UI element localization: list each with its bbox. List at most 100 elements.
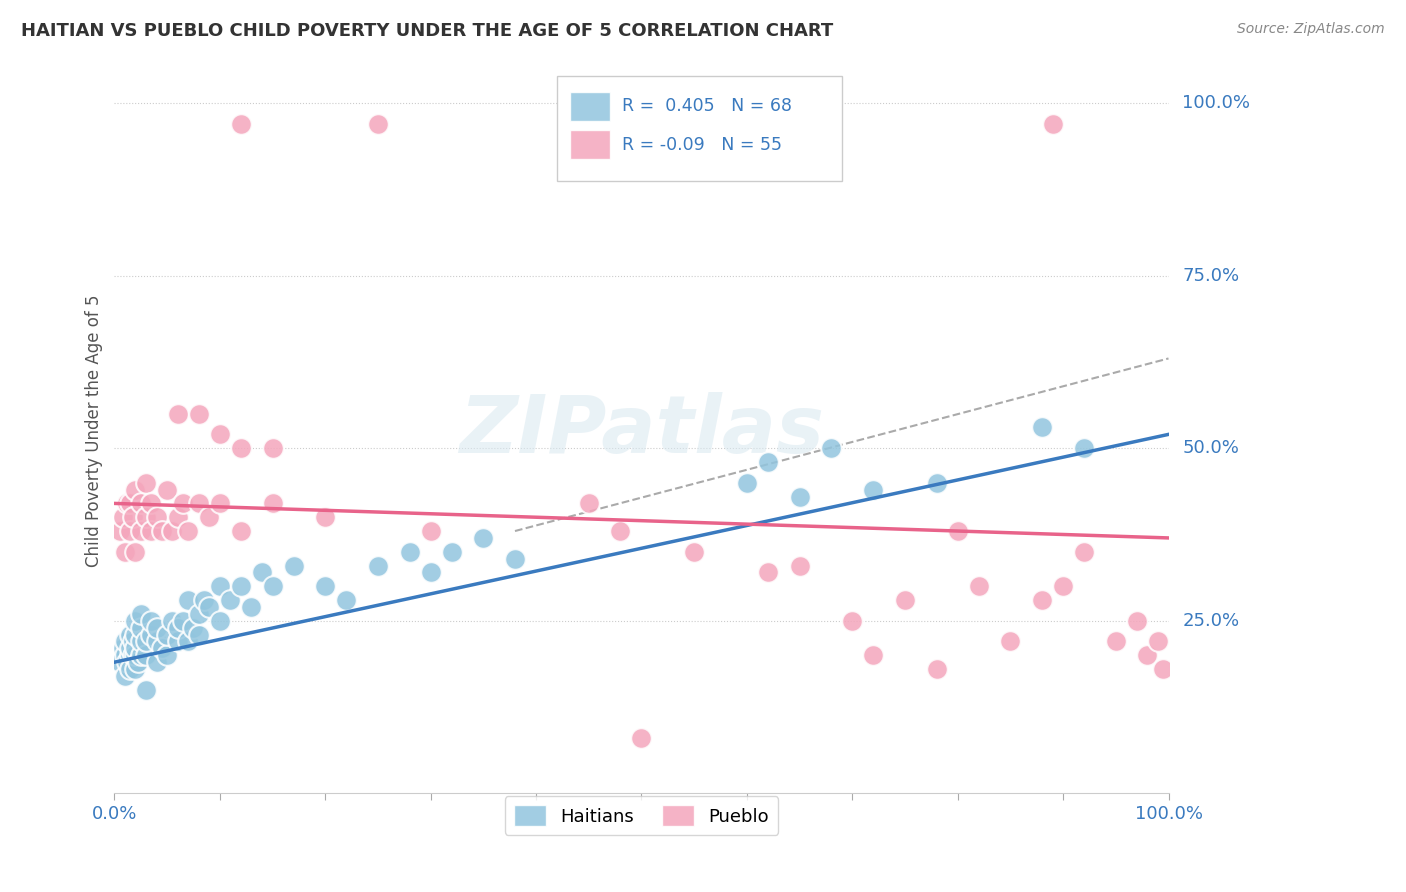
- Point: [120, 627, 142, 641]
- Point: [1152, 662, 1174, 676]
- Point: [183, 621, 205, 635]
- Point: [120, 524, 142, 538]
- Point: [120, 662, 142, 676]
- Point: [124, 483, 146, 497]
- Point: [120, 496, 142, 510]
- FancyBboxPatch shape: [569, 130, 610, 159]
- Text: 50.0%: 50.0%: [1182, 439, 1239, 458]
- Point: [208, 496, 231, 510]
- Point: [124, 545, 146, 559]
- Point: [150, 524, 173, 538]
- Point: [111, 641, 134, 656]
- Point: [1031, 420, 1053, 434]
- Point: [229, 579, 252, 593]
- Point: [262, 496, 284, 510]
- Point: [177, 634, 200, 648]
- Point: [229, 524, 252, 538]
- Point: [1042, 117, 1064, 131]
- Point: [124, 662, 146, 676]
- Point: [472, 531, 495, 545]
- Point: [129, 634, 152, 648]
- Text: R =  0.405   N = 68: R = 0.405 N = 68: [623, 97, 793, 115]
- Point: [162, 524, 184, 538]
- Point: [789, 490, 811, 504]
- Point: [925, 475, 948, 490]
- Point: [166, 510, 188, 524]
- Point: [135, 475, 157, 490]
- Point: [198, 510, 221, 524]
- Point: [262, 579, 284, 593]
- Point: [1147, 634, 1170, 648]
- Text: R = -0.09   N = 55: R = -0.09 N = 55: [623, 136, 783, 153]
- Point: [145, 510, 167, 524]
- Text: 75.0%: 75.0%: [1182, 267, 1240, 285]
- Point: [129, 621, 152, 635]
- Point: [129, 607, 152, 621]
- Point: [177, 524, 200, 538]
- Point: [219, 593, 242, 607]
- Point: [135, 510, 157, 524]
- Point: [862, 483, 884, 497]
- Point: [198, 599, 221, 614]
- Point: [735, 475, 758, 490]
- Point: [240, 599, 263, 614]
- Point: [1052, 579, 1074, 593]
- Point: [367, 117, 389, 131]
- Point: [108, 655, 131, 669]
- FancyBboxPatch shape: [557, 76, 842, 181]
- Point: [229, 441, 252, 455]
- Point: [187, 607, 209, 621]
- Point: [150, 641, 173, 656]
- Point: [172, 496, 194, 510]
- Point: [314, 510, 336, 524]
- Point: [609, 524, 631, 538]
- Point: [1073, 545, 1095, 559]
- Text: Source: ZipAtlas.com: Source: ZipAtlas.com: [1237, 22, 1385, 37]
- Point: [166, 621, 188, 635]
- Point: [108, 524, 131, 538]
- Point: [162, 614, 184, 628]
- Point: [129, 524, 152, 538]
- Point: [145, 655, 167, 669]
- Point: [135, 682, 157, 697]
- Point: [124, 648, 146, 663]
- Point: [124, 641, 146, 656]
- Point: [141, 627, 163, 641]
- Text: 25.0%: 25.0%: [1182, 612, 1240, 630]
- Point: [193, 593, 215, 607]
- Point: [122, 634, 145, 648]
- Point: [1105, 634, 1128, 648]
- Point: [124, 627, 146, 641]
- Point: [141, 524, 163, 538]
- Point: [124, 614, 146, 628]
- Point: [135, 634, 157, 648]
- FancyBboxPatch shape: [569, 92, 610, 120]
- Point: [630, 731, 652, 745]
- Point: [250, 566, 273, 580]
- Point: [111, 510, 134, 524]
- Point: [1000, 634, 1022, 648]
- Legend: Haitians, Pueblo: Haitians, Pueblo: [505, 797, 778, 835]
- Point: [599, 117, 621, 131]
- Point: [156, 648, 179, 663]
- Point: [141, 496, 163, 510]
- Point: [172, 614, 194, 628]
- Point: [683, 545, 706, 559]
- Point: [283, 558, 305, 573]
- Point: [129, 648, 152, 663]
- Point: [862, 648, 884, 663]
- Point: [820, 441, 842, 455]
- Y-axis label: Child Poverty Under the Age of 5: Child Poverty Under the Age of 5: [86, 294, 103, 567]
- Point: [156, 627, 179, 641]
- Point: [208, 579, 231, 593]
- Point: [208, 427, 231, 442]
- Point: [440, 545, 463, 559]
- Point: [208, 614, 231, 628]
- Point: [925, 662, 948, 676]
- Point: [756, 566, 779, 580]
- Point: [1136, 648, 1159, 663]
- Point: [789, 558, 811, 573]
- Point: [419, 524, 441, 538]
- Point: [187, 407, 209, 421]
- Point: [187, 627, 209, 641]
